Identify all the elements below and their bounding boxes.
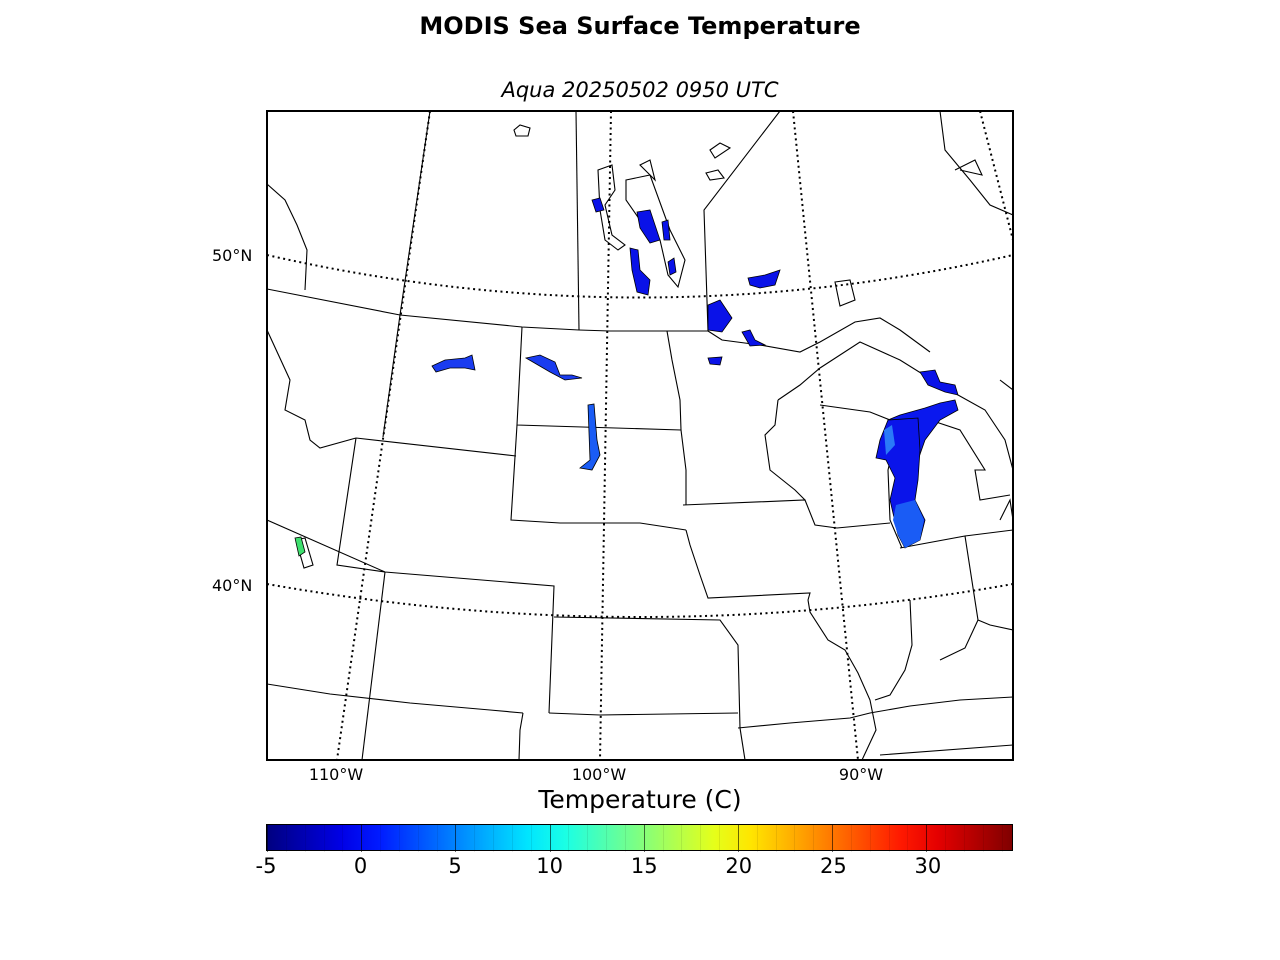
colorbar-segment-line — [700, 825, 702, 852]
political-boundaries — [267, 111, 1013, 760]
colorbar-segment-line — [624, 825, 626, 852]
colorbar-tick-label: -5 — [255, 854, 277, 878]
sakakawea-sst — [524, 354, 583, 381]
colorbar-segment-line — [511, 825, 513, 852]
colorbar-segment-line — [493, 825, 495, 852]
colorbar-segment-line — [1001, 825, 1003, 852]
sst-water-pixels — [294, 197, 959, 557]
colorbar-segment-line — [342, 825, 344, 852]
colorbar-segment-line — [869, 825, 871, 852]
colorbar-tick — [455, 825, 457, 852]
lake-of-the-woods-sst — [747, 269, 781, 289]
colorbar-segment-line — [907, 825, 909, 852]
colorbar-segment-line — [945, 825, 947, 852]
colorbar-tick — [832, 825, 834, 852]
colorbar — [266, 824, 1013, 852]
colorbar-tick — [361, 825, 363, 852]
lake-winnipeg-east-sst — [661, 219, 671, 241]
colorbar-segment-line — [850, 825, 852, 852]
colorbar-segment-line — [662, 825, 664, 852]
colorbar-segment-line — [285, 825, 287, 852]
colorbar-tick-label: 30 — [914, 854, 942, 878]
chart-subtitle: Aqua 20250502 0950 UTC — [501, 78, 779, 102]
rainy-lake-sst — [707, 299, 733, 333]
colorbar-segment-line — [380, 825, 381, 852]
colorbar-segment-line — [794, 825, 796, 852]
red-lake-sst — [741, 329, 767, 347]
lake-michigan-shore-sst — [884, 425, 895, 455]
lake-winnipeg-sst — [636, 209, 661, 244]
graticule — [267, 111, 1013, 760]
lake-winnipeg-south-sst — [629, 247, 651, 296]
colorbar-tick-label: 10 — [536, 854, 564, 878]
colorbar-segment-line — [813, 825, 815, 852]
colorbar-segment-line — [888, 825, 890, 852]
lat-label-40n: 40°N — [212, 576, 253, 595]
colorbar-segment-line — [323, 825, 325, 852]
oahe-sst — [579, 403, 601, 471]
lon-label-110w: 110°W — [308, 765, 364, 784]
colorbar-tick-label: 0 — [353, 854, 368, 878]
superior-east-sst — [919, 369, 959, 396]
colorbar-segment-line — [474, 825, 476, 852]
colorbar-segment-line — [304, 825, 306, 852]
colorbar-segment-line — [417, 825, 419, 852]
colorbar-segment-line — [398, 825, 400, 852]
small-lake-nw-sst — [591, 197, 605, 213]
colorbar-tick-label: 25 — [819, 854, 847, 878]
devils-lake-sst — [707, 356, 723, 366]
colorbar-segment-line — [775, 825, 777, 852]
lake-manitoba-sst — [667, 257, 677, 276]
colorbar-tick — [737, 825, 739, 852]
colorbar-segment-line — [436, 825, 438, 852]
colorbar-tick-label: 5 — [448, 854, 462, 878]
colorbar-segment-line — [963, 825, 965, 852]
colorbar-tick — [926, 825, 928, 852]
colorbar-segment-line — [982, 825, 984, 852]
colorbar-tick-label: 15 — [630, 854, 658, 878]
colorbar-tick — [267, 825, 268, 852]
colorbar-segment-line — [719, 825, 721, 852]
colorbar-segment-line — [530, 825, 532, 852]
colorbar-segment-line — [606, 825, 608, 852]
fort-peck-sst — [431, 354, 476, 373]
lake-michigan-north-sst — [887, 399, 959, 461]
colorbar-segment-line — [756, 825, 758, 852]
lake-michigan-south-sst — [893, 500, 924, 548]
lon-label-100w: 100°W — [571, 765, 627, 784]
colorbar-tick — [549, 825, 551, 852]
colorbar-tick — [643, 825, 645, 852]
lat-label-50n: 50°N — [212, 246, 253, 265]
colorbar-tick-label: 20 — [725, 854, 753, 878]
lake-outlines — [295, 124, 856, 569]
colorbar-segment-line — [681, 825, 683, 852]
lon-label-90w: 90°W — [838, 765, 884, 784]
map-frame — [266, 110, 1014, 761]
chart-title: MODIS Sea Surface Temperature — [419, 12, 861, 40]
great-salt-lake-sst — [294, 536, 306, 557]
colorbar-segment-line — [568, 825, 570, 852]
colorbar-segment-line — [587, 825, 589, 852]
colorbar-label: Temperature (C) — [538, 785, 742, 814]
